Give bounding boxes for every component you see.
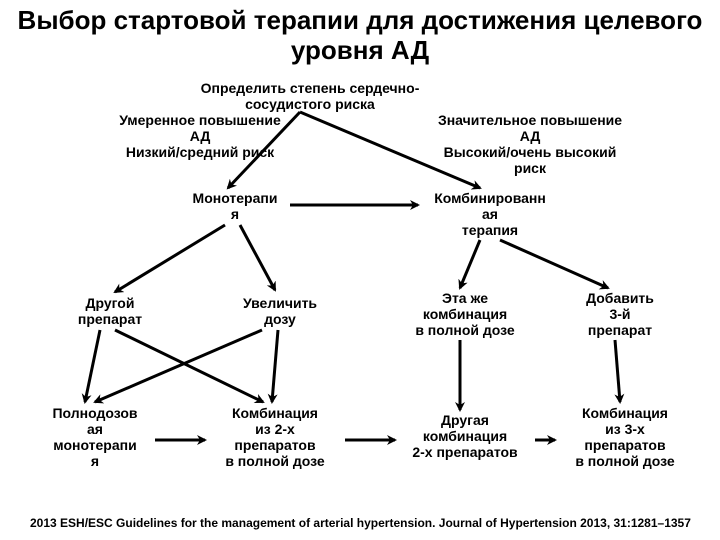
page-title: Выбор стартовой терапии для достижения ц… [0,6,720,66]
node-combo3: Комбинацияиз 3-хпрепаратовв полной дозе [560,405,690,469]
node-left_cond: Умеренное повышениеАДНизкий/средний риск [110,112,290,160]
node-root: Определить степень сердечно-сосудистого … [190,80,430,112]
arrow-8 [115,330,263,402]
node-other_drug: Другойпрепарат [60,295,160,327]
arrow-12 [615,340,620,402]
arrow-10 [272,330,278,402]
node-right_cond: Значительное повышениеАДВысокий/очень вы… [420,112,640,176]
node-same_combo: Эта жекомбинацияв полной дозе [400,290,530,338]
node-add_third: Добавить3-йпрепарат [570,290,670,338]
node-combo2: Комбинацияиз 2-хпрепаратовв полной дозе [210,405,340,469]
node-mono: Монотерапия [180,190,290,222]
node-full_mono: Полнодозоваямонотерапия [40,405,150,469]
node-incr_dose: Увеличитьдозу [225,295,335,327]
arrow-7 [85,330,100,402]
arrow-9 [95,330,262,402]
footer-citation: 2013 ESH/ESC Guidelines for the manageme… [30,516,691,530]
arrow-5 [460,240,480,288]
arrow-6 [500,240,608,288]
arrow-3 [115,225,225,292]
node-other_combo: Другаякомбинация2-х препаратов [400,412,530,460]
arrow-4 [240,225,275,290]
node-combi: Комбинированнаятерапия [420,190,560,238]
